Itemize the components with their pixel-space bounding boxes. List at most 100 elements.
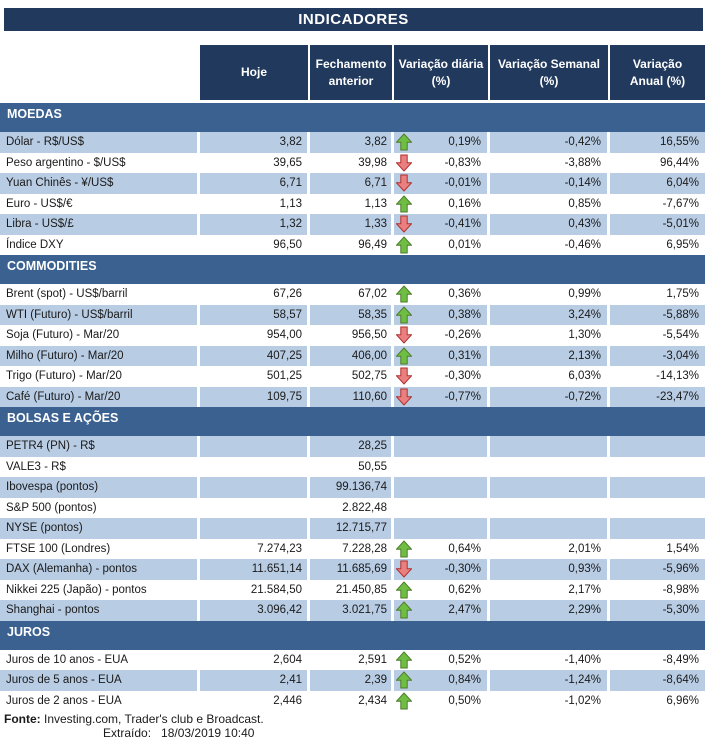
cell-variacao-anual: -5,88% [610,304,705,325]
cell-variacao-anual [610,477,705,498]
cell-variacao-anual: -23,47% [610,386,705,407]
cell-hoje: 501,25 [200,366,310,387]
cell-fechamento-anterior: 58,35 [310,304,394,325]
trend-up-icon [396,601,412,619]
table-row: S&P 500 (pontos) 2.822,48 [0,497,705,519]
table-row: Dólar - R$/US$ 3,82 3,82 0,19% -0,42% 16,55% [0,132,705,153]
cell-variacao-semanal: -0,72% [490,386,610,407]
cell-variacao-semanal: 6,03% [490,366,610,387]
cell-hoje: 96,50 [200,234,310,255]
row-label: Índice DXY [0,234,200,255]
cell-variacao-semanal: 0,43% [490,214,610,235]
trend-down-icon [396,215,412,233]
cell-variacao-diaria [394,436,490,457]
cell-variacao-diaria [394,518,490,539]
row-label: Peso argentino - $/US$ [0,152,200,173]
cell-variacao-semanal [490,436,610,457]
indicators-table: MOEDAS Dólar - R$/US$ 3,82 3,82 0,19% -0,42% 1… [0,103,705,711]
cell-variacao-diaria [394,497,490,518]
column-header-variacao-anual: Variação Anual (%) [610,45,705,100]
row-label: Euro - US$/€ [0,193,200,214]
footer-source-text: Investing.com, Trader's club e Broadcast… [40,712,264,726]
row-label: Juros de 2 anos - EUA [0,690,200,711]
cell-fechamento-anterior: 2,39 [310,670,394,691]
cell-variacao-semanal: -0,42% [490,132,610,153]
section-header-moedas: MOEDAS [0,103,705,132]
cell-variacao-diaria: 0,31% [394,345,490,366]
cell-variacao-anual: -7,67% [662,197,699,210]
cell-variacao-diaria [394,456,490,477]
table-row: Ibovespa (pontos) 99.136,74 [0,477,705,498]
cell-fechamento-anterior: 406,00 [310,345,394,366]
cell-variacao-diaria: 0,52% [394,649,490,670]
cell-hoje: 2,41 [200,670,310,691]
cell-variacao-semanal: -1,24% [490,670,610,691]
cell-hoje: 3.096,42 [200,600,310,621]
cell-fechamento-anterior: 2,591 [310,649,394,670]
cell-variacao-diaria: -0,30% [394,366,490,387]
trend-up-icon [396,236,412,254]
table-row: Nikkei 225 (Japão) - pontos 21.584,50 21.4… [0,579,705,600]
cell-hoje: 58,57 [200,304,310,325]
cell-fechamento-anterior: 110,60 [310,386,394,407]
cell-variacao-anual: -8,98% [662,583,699,596]
cell-fechamento-anterior: 99.136,74 [310,477,394,498]
table-row: Juros de 5 anos - EUA 2,41 2,39 0,84% -1,24%… [0,670,705,691]
cell-variacao-anual: -3,04% [610,345,705,366]
table-row: Juros de 10 anos - EUA 2,604 2,591 0,52% -1,… [0,649,705,670]
table-row: Índice DXY 96,50 96,49 0,01% -0,46% 6,95% [0,234,705,255]
cell-variacao-semanal: 0,99% [490,284,610,305]
trend-up-icon [396,306,412,324]
table-row: Shanghai - pontos 3.096,42 3.021,75 2,47% 2,… [0,600,705,621]
row-label: DAX (Alemanha) - pontos [0,559,200,580]
table-row: Trigo (Futuro) - Mar/20 501,25 502,75 -0,30… [0,366,705,387]
cell-hoje: 3,82 [200,132,310,153]
cell-fechamento-anterior: 28,25 [310,436,394,457]
section-header-juros: JUROS [0,620,705,650]
table-row: WTI (Futuro) - US$/barril 58,57 58,35 0,38%… [0,304,705,325]
row-label: Soja (Futuro) - Mar/20 [0,325,200,346]
cell-variacao-semanal: -0,14% [490,173,610,194]
cell-variacao-anual: -8,64% [610,670,705,691]
cell-variacao-diaria [394,477,490,498]
cell-fechamento-anterior: 12.715,77 [310,518,394,539]
trend-up-icon [396,285,412,303]
cell-variacao-diaria: -0,01% [394,173,490,194]
cell-variacao-diaria: -0,83% [394,152,490,173]
row-label: FTSE 100 (Londres) [0,538,200,559]
cell-hoje: 2,604 [200,649,310,670]
trend-up-icon [396,133,412,151]
trend-down-icon [396,367,412,385]
report-footer: Fonte: Investing.com, Trader's club e Br… [0,712,705,740]
table-row: Milho (Futuro) - Mar/20 407,25 406,00 0,31%… [0,345,705,366]
cell-fechamento-anterior: 1,13 [310,193,394,214]
cell-variacao-semanal: 0,85% [490,193,610,214]
cell-variacao-anual: 1,75% [666,288,699,300]
cell-variacao-semanal: 1,30% [490,325,610,346]
row-label: Dólar - R$/US$ [0,132,200,153]
cell-fechamento-anterior: 1,33 [310,214,394,235]
cell-variacao-anual: -5,01% [610,214,705,235]
cell-variacao-anual: 6,96% [666,694,699,707]
cell-hoje [200,518,310,539]
cell-hoje: 6,71 [200,173,310,194]
cell-hoje [200,456,310,477]
cell-fechamento-anterior: 7.228,28 [310,538,394,559]
cell-hoje: 21.584,50 [200,579,310,600]
cell-variacao-diaria: -0,26% [394,325,490,346]
trend-down-icon [396,174,412,192]
cell-variacao-semanal: 2,13% [490,345,610,366]
section-header-commodities: COMMODITIES [0,255,705,284]
row-label: Nikkei 225 (Japão) - pontos [0,579,200,600]
cell-fechamento-anterior: 6,71 [310,173,394,194]
cell-variacao-anual [610,436,705,457]
cell-hoje: 407,25 [200,345,310,366]
row-label: S&P 500 (pontos) [0,497,200,518]
trend-down-icon [396,154,412,172]
cell-hoje: 11.651,14 [200,559,310,580]
cell-variacao-anual [610,498,705,519]
cell-fechamento-anterior: 2.822,48 [310,497,394,518]
table-row: VALE3 - R$ 50,55 [0,456,705,477]
cell-variacao-semanal: 3,24% [490,304,610,325]
table-row: Peso argentino - $/US$ 39,65 39,98 -0,83% -3… [0,152,705,173]
